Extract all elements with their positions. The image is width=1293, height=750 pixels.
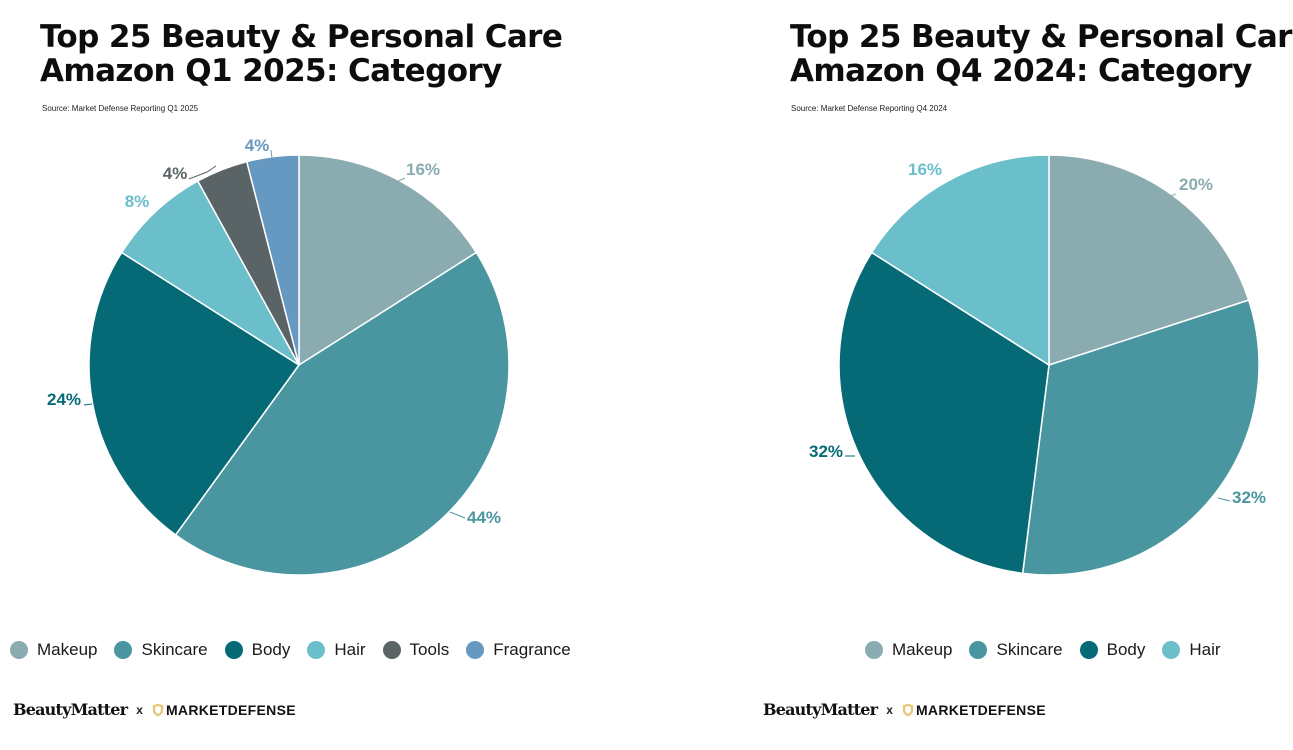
legend-item-skincare: Skincare bbox=[114, 640, 208, 660]
legend-item-tools: Tools bbox=[382, 640, 450, 660]
chart-title-line-2: Amazon Q1 2025: Category bbox=[40, 53, 502, 89]
leader-line-skincare bbox=[449, 511, 466, 519]
leader-line-fragrance bbox=[270, 149, 273, 159]
pie-chart: 16% 44% 24% 8% 4% 4% bbox=[47, 136, 510, 576]
pie-chart: 20% 32% 32% 16% bbox=[809, 154, 1266, 576]
legend-swatch bbox=[1079, 641, 1098, 659]
pie-slice-makeup bbox=[298, 154, 478, 367]
legend-label: Tools bbox=[409, 640, 450, 659]
data-label-fragrance: 4% bbox=[245, 136, 270, 155]
marketdefense-logo: MARKETDEFENSE bbox=[915, 701, 1046, 718]
legend-swatch bbox=[114, 641, 133, 659]
legend-item-hair: Hair bbox=[307, 640, 366, 660]
pie-slice-hair bbox=[120, 179, 300, 366]
pie-slice-skincare bbox=[174, 251, 510, 576]
legend-label: Skincare bbox=[141, 640, 208, 659]
chart-title-line-2: Amazon Q4 2024: Category bbox=[790, 53, 1252, 89]
data-label-body: 24% bbox=[47, 390, 81, 409]
chart-source: Source: Market Defense Reporting Q1 2025 bbox=[42, 104, 199, 113]
chart-panel-q4-2024: Top 25 Beauty & Personal Care Amazon Q4 … bbox=[750, 0, 1293, 750]
beautymatter-logo: BeautyMatter bbox=[13, 700, 128, 719]
brand-separator: x bbox=[136, 702, 143, 717]
chart-title-line-1: Top 25 Beauty & Personal Care bbox=[790, 19, 1293, 55]
data-label-body: 32% bbox=[809, 442, 843, 461]
leader-line-skincare bbox=[1217, 497, 1231, 502]
legend-label: Makeup bbox=[37, 640, 98, 659]
pie-slice-fragrance bbox=[245, 154, 300, 366]
legend-swatch bbox=[224, 641, 243, 659]
legend-swatch bbox=[10, 641, 28, 659]
legend-label: Hair bbox=[334, 640, 366, 659]
legend-swatch bbox=[865, 641, 883, 659]
legend-item-skincare: Skincare bbox=[969, 640, 1063, 660]
leader-line-tools bbox=[188, 165, 217, 180]
footer-branding: BeautyMatter x MARKETDEFENSE bbox=[763, 700, 1046, 719]
data-label-hair: 8% bbox=[125, 192, 150, 211]
legend-item-fragrance: Fragrance bbox=[466, 640, 571, 660]
legend-label: Skincare bbox=[996, 640, 1063, 659]
data-label-makeup: 20% bbox=[1179, 175, 1213, 194]
legend-item-body: Body bbox=[1079, 640, 1146, 660]
legend-item-hair: Hair bbox=[1162, 640, 1221, 660]
pie-slice-hair bbox=[870, 154, 1050, 367]
chart-title: Top 25 Beauty & Personal Care Amazon Q4 … bbox=[790, 20, 1293, 88]
pie-slice-body bbox=[88, 251, 301, 536]
legend-swatch bbox=[382, 641, 401, 659]
chart-title-line-1: Top 25 Beauty & Personal Care bbox=[40, 19, 563, 55]
data-label-skincare: 44% bbox=[467, 508, 501, 527]
data-label-hair: 16% bbox=[908, 160, 942, 179]
legend-item-makeup: Makeup bbox=[10, 640, 97, 660]
chart-legend: Makeup Skincare Body Hair bbox=[865, 640, 1221, 660]
legend-swatch bbox=[1162, 641, 1181, 659]
legend-label: Body bbox=[1106, 640, 1146, 659]
data-label-skincare: 32% bbox=[1232, 488, 1266, 507]
legend-label: Makeup bbox=[892, 640, 953, 659]
legend-item-body: Body bbox=[224, 640, 291, 660]
chart-panel-q1-2025: Top 25 Beauty & Personal Care Amazon Q1 … bbox=[0, 0, 640, 750]
chart-source: Source: Market Defense Reporting Q4 2024 bbox=[791, 104, 948, 113]
beautymatter-logo: BeautyMatter bbox=[763, 700, 878, 719]
legend-swatch bbox=[307, 641, 326, 659]
data-label-makeup: 16% bbox=[406, 160, 440, 179]
legend-swatch bbox=[969, 641, 988, 659]
shield-icon bbox=[152, 703, 164, 716]
chart-title: Top 25 Beauty & Personal Care Amazon Q1 … bbox=[40, 19, 563, 89]
pie-slice-skincare bbox=[1021, 299, 1260, 576]
legend-label: Fragrance bbox=[493, 640, 571, 659]
chart-legend: Makeup Skincare Body Hair Tools Fragrance bbox=[10, 640, 571, 660]
shield-icon bbox=[902, 703, 914, 716]
leader-line-makeup bbox=[1162, 193, 1177, 200]
leader-line-makeup bbox=[393, 177, 406, 184]
legend-label: Hair bbox=[1189, 640, 1221, 659]
marketdefense-logo: MARKETDEFENSE bbox=[165, 701, 296, 718]
legend-swatch bbox=[466, 641, 485, 659]
pie-slice-body bbox=[838, 251, 1050, 575]
leader-line-body bbox=[83, 403, 93, 406]
brand-separator: x bbox=[886, 702, 893, 717]
footer-branding: BeautyMatter x MARKETDEFENSE bbox=[13, 700, 296, 719]
legend-label: Body bbox=[251, 640, 291, 659]
legend-item-makeup: Makeup bbox=[865, 640, 952, 660]
data-label-tools: 4% bbox=[163, 164, 188, 183]
